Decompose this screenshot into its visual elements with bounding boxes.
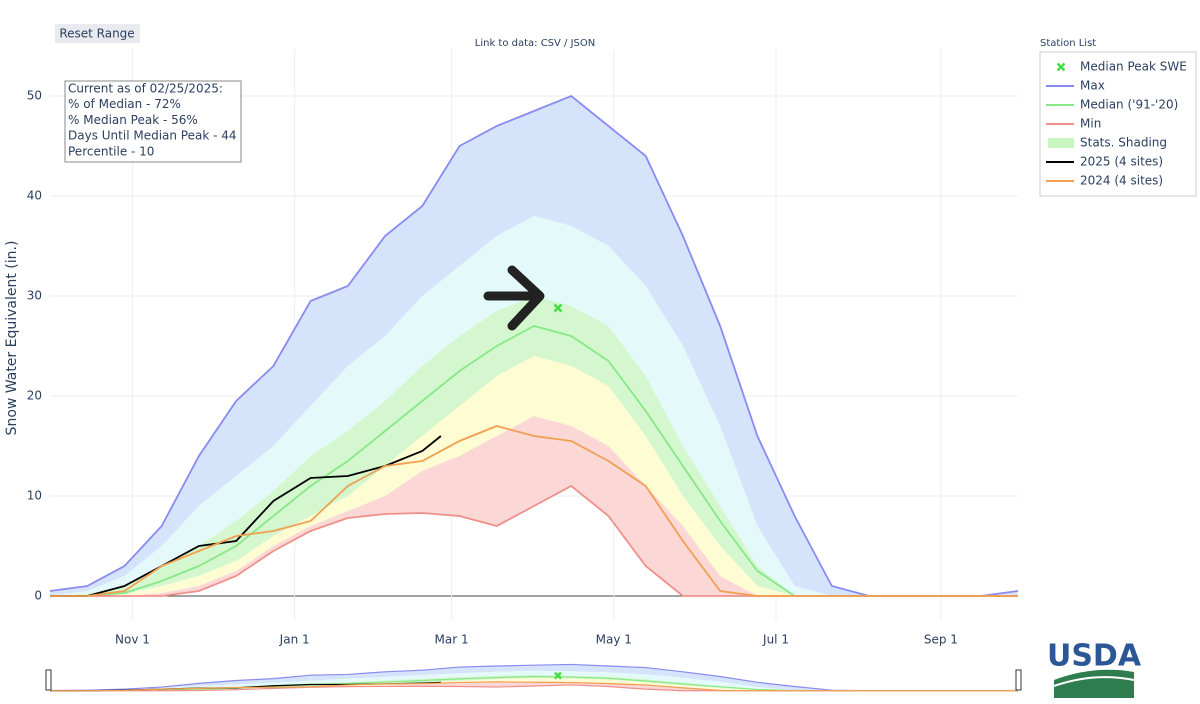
- x-tick-label: Sep 1: [924, 633, 958, 647]
- shading-band: [50, 96, 1018, 596]
- logo-text: USDA: [1047, 639, 1142, 674]
- y-tick-label: 40: [27, 189, 42, 203]
- range-slider[interactable]: [49, 660, 1019, 694]
- series-line: [49, 94, 1019, 597]
- y-tick-label: 20: [27, 389, 42, 403]
- series-line: [50, 425, 1018, 597]
- y-tick-label: 10: [27, 489, 42, 503]
- legend-title: Station List: [1040, 38, 1096, 49]
- legend-label: Max: [1080, 79, 1105, 93]
- legend-label: 2024 (4 sites): [1080, 174, 1163, 188]
- info-line: Current as of 02/25/2025:: [68, 82, 223, 96]
- legend-label: Median Peak SWE: [1080, 60, 1187, 74]
- series-line: [50, 681, 1018, 692]
- x-tick-label: Jan 1: [279, 633, 310, 647]
- y-tick-label: 30: [27, 289, 42, 303]
- y-tick-label: 0: [34, 589, 42, 603]
- x-tick-label: Mar 1: [435, 633, 469, 647]
- legend-label: 2025 (4 sites): [1080, 155, 1163, 169]
- x-tick-label: Jul 1: [762, 633, 789, 647]
- reset-button-label[interactable]: Reset Range: [59, 27, 134, 41]
- peak-marker: [1056, 62, 1066, 72]
- logo-swoosh: [1054, 669, 1134, 698]
- info-line: Percentile - 10: [68, 144, 154, 158]
- legend-label: Median ('91-'20): [1080, 98, 1178, 112]
- shading-band: [50, 296, 1018, 596]
- slider-handle[interactable]: [1015, 669, 1022, 691]
- series-line: [50, 435, 442, 597]
- info-line: % of Median - 72%: [68, 97, 181, 111]
- y-tick-label: 50: [27, 89, 42, 103]
- legend-label: Stats. Shading: [1080, 136, 1167, 150]
- slider-band: [50, 670, 1018, 691]
- info-line: % Median Peak - 56%: [68, 113, 198, 127]
- legend-label: Min: [1080, 117, 1101, 131]
- legend-swatch: [1048, 138, 1074, 148]
- peak-marker: [554, 671, 562, 680]
- arrow: [483, 265, 545, 331]
- info-box: [64, 80, 242, 163]
- data-link[interactable]: Link to data: CSV / JSON: [475, 38, 596, 49]
- info-lines: Current as of 02/25/2025:% of Median - 7…: [68, 82, 237, 159]
- info-line: Days Until Median Peak - 44: [68, 129, 237, 143]
- slider-handle[interactable]: [45, 669, 52, 691]
- x-tick-label: Nov 1: [115, 633, 150, 647]
- logo-swoosh: [1053, 676, 1135, 687]
- x-tick-label: May 1: [596, 633, 632, 647]
- peak-marker: [553, 303, 563, 313]
- legend: Median Peak SWE Max Median ('91-'20) Min Sta…: [1046, 60, 1187, 188]
- reset-button[interactable]: [55, 24, 140, 43]
- y-axis-label: Snow Water Equivalent (in.): [4, 241, 20, 436]
